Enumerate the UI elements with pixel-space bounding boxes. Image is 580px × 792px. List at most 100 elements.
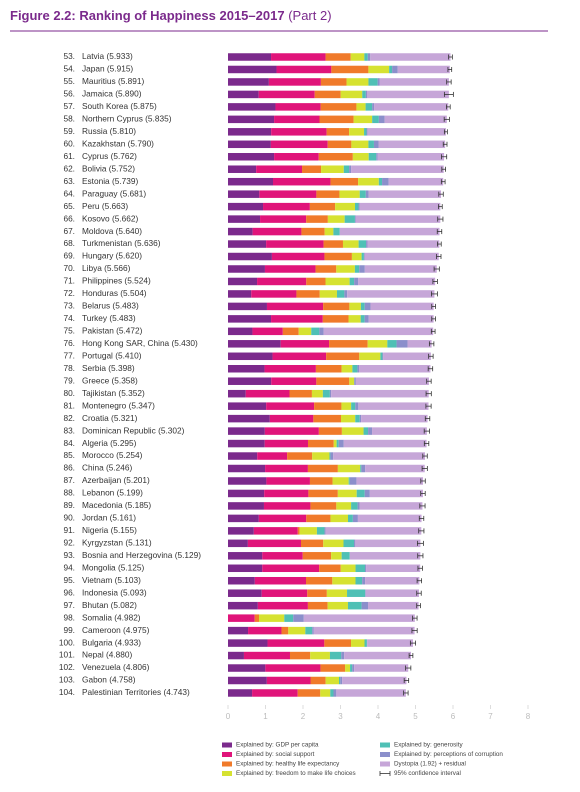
error-bar — [411, 628, 418, 634]
category-label: Turkey (5.483) — [82, 313, 136, 323]
bar-segment — [359, 202, 441, 211]
rank-label: 79. — [63, 375, 75, 385]
rank-label: 55. — [63, 76, 75, 86]
category-label: Palestinian Territories (4.743) — [82, 687, 190, 697]
bar-segment — [378, 177, 383, 186]
error-bar — [423, 441, 430, 447]
legend-label: Explained by: generosity — [394, 742, 463, 749]
bar-segment — [329, 340, 368, 348]
bar-segment — [396, 340, 408, 348]
bar-segment — [339, 227, 440, 236]
bar-segment — [331, 65, 369, 74]
error-bar — [424, 416, 431, 422]
bar-segment — [306, 576, 333, 585]
bar-segment — [275, 103, 321, 111]
bar-segment — [343, 165, 350, 173]
bar-segment — [293, 614, 304, 622]
bar-segment — [256, 165, 303, 173]
bar-segment — [228, 564, 263, 573]
bar-segment — [310, 651, 330, 660]
category-label: Libya (5.566) — [82, 263, 131, 273]
bar-segment — [366, 240, 368, 248]
rank-label: 64. — [63, 188, 75, 198]
bar-segment — [362, 576, 366, 585]
bar-segment — [270, 140, 328, 149]
legend-swatch — [222, 761, 232, 767]
category-label: Azerbaijan (5.201) — [82, 475, 150, 485]
bar-segment — [325, 676, 339, 685]
bar-segment — [356, 103, 366, 111]
bar-segment — [243, 651, 290, 660]
bar-segment — [228, 651, 244, 660]
bar-segment — [352, 514, 358, 523]
error-bar — [446, 104, 451, 110]
bar-segment — [228, 552, 263, 560]
bar-segment — [313, 626, 415, 635]
bar-segment — [271, 53, 326, 61]
legend-label: Explained by: GDP per capita — [236, 742, 319, 749]
bar-segment — [228, 601, 258, 610]
bar-segment — [343, 539, 355, 548]
bar-segment — [266, 302, 324, 311]
error-bar — [409, 640, 417, 646]
title-part: (Part 2) — [288, 8, 331, 23]
bar-segment — [351, 252, 362, 261]
bar-segment — [347, 290, 435, 298]
bar-segment — [352, 365, 358, 373]
bar-segment — [271, 128, 327, 136]
bar-segment — [332, 576, 356, 585]
bar-segment — [325, 277, 350, 286]
bar-segment — [261, 589, 308, 597]
rank-label: 104. — [59, 687, 75, 697]
rank-label: 53. — [63, 51, 75, 61]
bar-segment — [228, 240, 267, 248]
category-label: China (5.246) — [82, 463, 133, 473]
bar-segment — [364, 639, 367, 647]
rank-label: 66. — [63, 213, 75, 223]
bar-segment — [258, 90, 315, 99]
bar-segment — [228, 265, 265, 273]
bar-segment — [368, 190, 442, 198]
bar-segment — [228, 177, 273, 186]
bar-segment — [354, 265, 360, 273]
bar-segment — [289, 389, 312, 398]
bar-segment — [228, 252, 272, 261]
category-label: Jamaica (5.890) — [82, 89, 142, 99]
rank-label: 100. — [59, 637, 75, 647]
bar-segment — [345, 664, 351, 672]
error-bar — [441, 166, 446, 172]
bar-segment — [228, 227, 253, 236]
bar-segment — [342, 240, 359, 248]
bar-segment — [387, 340, 397, 348]
bar-segment — [378, 115, 385, 124]
category-label: Montenegro (5.347) — [82, 400, 155, 410]
bar-segment — [228, 452, 258, 460]
bar-segment — [327, 215, 345, 223]
bar-segment — [341, 402, 352, 410]
bar-segment — [372, 103, 375, 111]
bar-segment — [327, 140, 352, 149]
bar-segment — [365, 564, 367, 573]
rank-label: 87. — [63, 475, 75, 485]
category-label: Lebanon (5.199) — [82, 488, 143, 498]
bar-segment — [330, 452, 334, 460]
x-tick-label: 4 — [376, 712, 381, 721]
bar-segment — [309, 477, 333, 485]
bar-segment — [264, 365, 316, 373]
error-bar — [417, 565, 423, 571]
rank-label: 59. — [63, 126, 75, 136]
bar-segment — [323, 302, 350, 311]
bar-segment — [323, 539, 344, 548]
bar-segment — [309, 202, 336, 211]
bar-segment — [266, 477, 310, 485]
bar-segment — [329, 452, 331, 460]
bar-segment — [350, 664, 353, 672]
bar-segment — [228, 128, 272, 136]
bar-segment — [349, 302, 361, 311]
bar-segment — [228, 489, 265, 498]
category-label: Cyprus (5.762) — [82, 151, 137, 161]
legend-ci-swatch — [379, 771, 391, 776]
bar-segment — [228, 464, 266, 473]
bar-segment — [359, 414, 362, 423]
